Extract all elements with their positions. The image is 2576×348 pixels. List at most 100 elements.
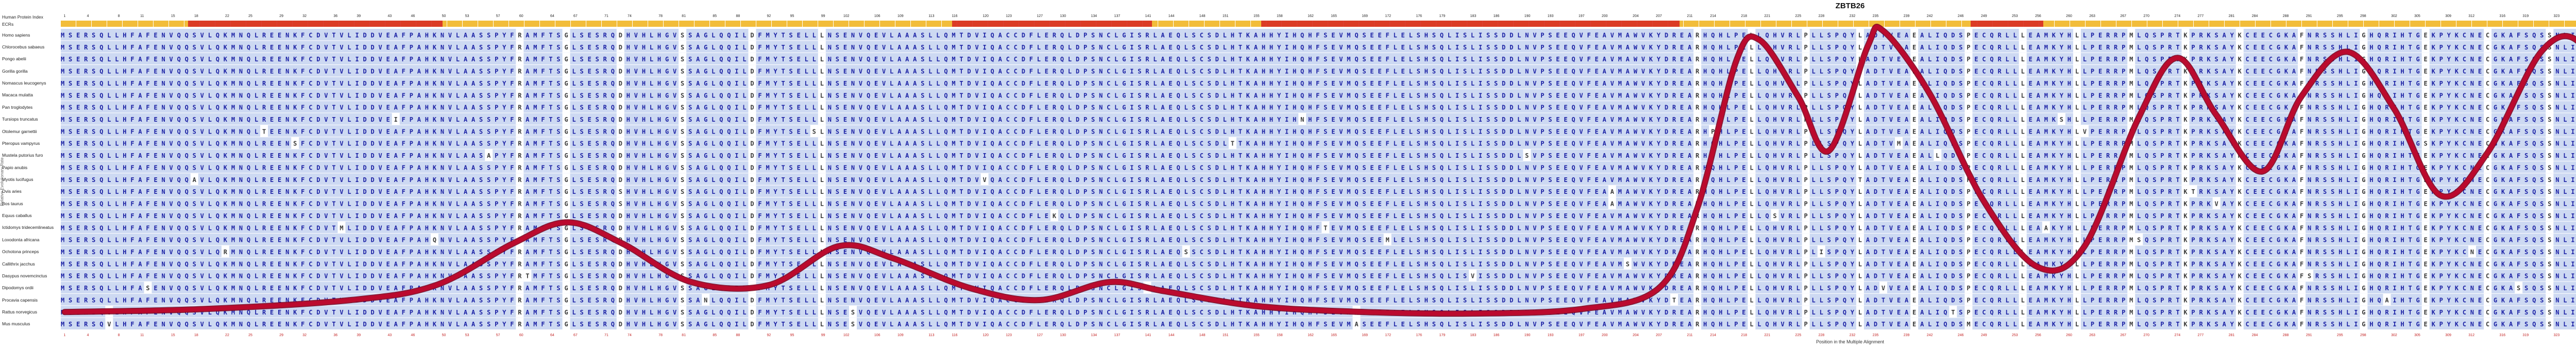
variable-residue-cell bbox=[748, 185, 756, 197]
variable-residue-char: L bbox=[2075, 152, 2079, 159]
variable-residue-char: L bbox=[2021, 273, 2025, 280]
variable-residue-cell bbox=[1856, 29, 1864, 41]
variable-residue-char: L bbox=[2075, 309, 2079, 316]
variable-residue-cell bbox=[1964, 65, 1973, 77]
sequence-row-bg bbox=[61, 77, 2576, 89]
ruler-tick-bottom: 207 bbox=[1656, 333, 1662, 338]
variable-residue-char: G bbox=[564, 188, 568, 195]
variable-residue-char: G bbox=[2362, 80, 2365, 87]
variable-residue-cell bbox=[2181, 185, 2190, 197]
variable-residue-char: L bbox=[2021, 164, 2025, 171]
variable-residue-cell bbox=[1856, 101, 1864, 113]
ruler-tick-top: 267 bbox=[2120, 14, 2126, 19]
variable-residue-char: L bbox=[1750, 201, 1753, 208]
variable-residue-char: L bbox=[820, 68, 824, 75]
variable-residue-char: R bbox=[1696, 68, 1700, 75]
variable-residue-char: Q bbox=[433, 237, 436, 244]
variable-residue-char: L bbox=[1858, 285, 1862, 292]
variable-residue-cell bbox=[2360, 137, 2368, 149]
ruler-tick-top: 74 bbox=[628, 14, 632, 19]
variable-residue-char: C bbox=[2486, 32, 2489, 39]
variable-residue-char: E bbox=[2424, 80, 2428, 87]
ruler-tick-bottom: 46 bbox=[411, 333, 415, 338]
variable-residue-cell bbox=[1910, 221, 1919, 234]
variable-residue-cell bbox=[2181, 161, 2190, 173]
variable-residue-char: G bbox=[2362, 309, 2365, 316]
variable-residue-char: D bbox=[619, 176, 622, 184]
variable-residue-char: S bbox=[681, 140, 684, 147]
variable-residue-char: L bbox=[1858, 260, 1862, 268]
variable-residue-cell bbox=[1910, 185, 1919, 197]
ecr-track-bar bbox=[61, 21, 2576, 27]
ruler-tick-top: 141 bbox=[1145, 14, 1151, 19]
variable-residue-char: S bbox=[293, 140, 297, 147]
variable-residue-cell bbox=[1910, 125, 1919, 137]
variable-residue-cell bbox=[748, 221, 756, 234]
variable-residue-char: E bbox=[2424, 201, 2428, 208]
variable-residue-cell bbox=[1964, 77, 1973, 89]
variable-residue-char: L bbox=[2021, 321, 2025, 328]
variable-residue-cell bbox=[1748, 101, 1756, 113]
variable-residue-char: S bbox=[681, 237, 684, 244]
variable-residue-cell bbox=[679, 65, 687, 77]
variable-residue-char: C bbox=[2486, 44, 2489, 51]
variable-residue-cell bbox=[1693, 270, 1702, 281]
variable-residue-char: F bbox=[2300, 285, 2303, 292]
y-axis-label: Relative Evolutionary Rate bbox=[0, 141, 5, 223]
variable-residue-char: S bbox=[2548, 128, 2551, 135]
variable-residue-char: E bbox=[2424, 237, 2428, 244]
variable-residue-char: C bbox=[2486, 92, 2489, 99]
variable-residue-cell bbox=[1608, 197, 1616, 209]
ruler-tick-top: 158 bbox=[1277, 14, 1283, 19]
variable-residue-cell bbox=[2360, 197, 2368, 209]
variable-residue-char: C bbox=[2486, 56, 2489, 63]
variable-residue-cell bbox=[1964, 113, 1973, 125]
variable-residue-cell bbox=[2298, 185, 2306, 197]
variable-residue-char: K bbox=[2183, 68, 2188, 75]
variable-residue-char: D bbox=[750, 176, 754, 184]
variable-residue-char: L bbox=[820, 44, 824, 51]
variable-residue-cell bbox=[1802, 149, 1810, 161]
variable-residue-char: R bbox=[518, 104, 522, 111]
variable-residue-char: S bbox=[1626, 260, 1630, 268]
variable-residue-cell bbox=[562, 257, 570, 270]
variable-residue-cell bbox=[818, 89, 826, 101]
variable-residue-cell bbox=[2073, 89, 2081, 101]
variable-residue-char: R bbox=[518, 248, 522, 256]
ruler-tick-bottom: 239 bbox=[1904, 333, 1910, 338]
variable-residue-cell bbox=[748, 29, 756, 41]
variable-residue-cell bbox=[2360, 125, 2368, 137]
variable-residue-cell bbox=[2127, 41, 2136, 53]
species-label: Bos taurus bbox=[2, 201, 23, 206]
variable-residue-char: K bbox=[2238, 321, 2242, 328]
variable-residue-char: R bbox=[1696, 116, 1700, 123]
variable-residue-char: L bbox=[1936, 152, 1939, 159]
variable-residue-char: G bbox=[564, 212, 568, 220]
variable-residue-cell bbox=[1693, 125, 1702, 137]
variable-residue-cell bbox=[818, 161, 826, 173]
ruler-tick-top: 81 bbox=[682, 14, 686, 19]
variable-residue-cell bbox=[1802, 41, 1810, 53]
variable-residue-char: L bbox=[820, 188, 824, 195]
variable-residue-char: R bbox=[1696, 92, 1700, 99]
top-position-ruler: 1 4 8 11 15 18 22 25 29 32 36 39 43 46 50 53 57 60 64 67 71 7… bbox=[0, 14, 2576, 19]
ruler-tick-bottom: 74 bbox=[628, 333, 632, 338]
variable-residue-cell bbox=[616, 197, 624, 209]
variable-residue-cell bbox=[1748, 185, 1756, 197]
variable-residue-cell bbox=[562, 234, 570, 245]
variable-residue-cell bbox=[562, 185, 570, 197]
variable-residue-cell bbox=[2127, 245, 2136, 257]
variable-residue-cell bbox=[2483, 89, 2492, 101]
variable-residue-char: G bbox=[564, 80, 568, 87]
ruler-tick-bottom: 67 bbox=[573, 333, 578, 338]
variable-residue-char: G bbox=[564, 68, 568, 75]
variable-residue-cell bbox=[1748, 77, 1756, 89]
variable-residue-cell bbox=[1910, 234, 1919, 245]
variable-residue-cell bbox=[1050, 209, 1058, 221]
variable-residue-cell bbox=[2546, 29, 2554, 41]
variable-residue-cell bbox=[516, 53, 524, 65]
variable-residue-cell bbox=[562, 161, 570, 173]
ruler-tick-bottom: 200 bbox=[1602, 333, 1608, 338]
variable-residue-char: S bbox=[2548, 248, 2551, 256]
